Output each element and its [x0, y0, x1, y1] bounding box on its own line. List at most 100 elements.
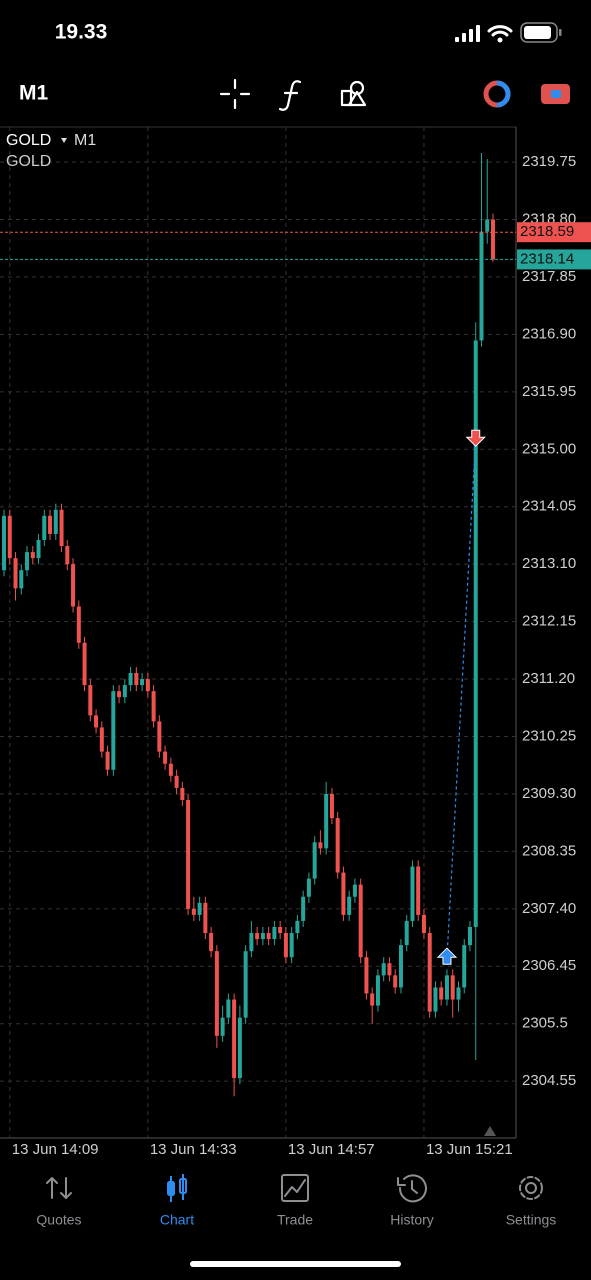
candle-body [462, 945, 467, 988]
x-tick-label: 13 Jun 14:33 [150, 1141, 237, 1158]
home-indicator [190, 1261, 401, 1267]
y-tick-label: 2307.40 [522, 900, 576, 917]
candle-body [467, 926, 472, 946]
candle-body [7, 515, 12, 559]
tab-label[interactable]: Settings [506, 1212, 557, 1228]
candle-body [30, 552, 35, 559]
y-tick-label: 2306.45 [522, 957, 576, 974]
candle-body [335, 818, 340, 873]
one-click-button[interactable] [541, 84, 570, 104]
settings-icon [519, 1176, 543, 1200]
candle-body [490, 219, 495, 260]
candle-body [140, 679, 145, 686]
y-tick-label: 2315.00 [522, 440, 576, 457]
candle-body [145, 679, 150, 692]
y-tick-label: 2310.25 [522, 727, 576, 744]
candle-body [375, 975, 380, 1006]
candle-body [163, 751, 168, 764]
candle-body [272, 926, 277, 940]
candle-body [53, 509, 58, 534]
chart-icon [167, 1174, 187, 1202]
candle-body [352, 884, 357, 897]
bid-label-box [517, 249, 591, 270]
candle-body [209, 933, 214, 952]
candle-body [186, 799, 191, 909]
x-tick-label: 13 Jun 14:57 [288, 1141, 375, 1158]
candle-body [329, 793, 334, 819]
status-time: 19.33 [55, 21, 108, 44]
candle-body [427, 933, 432, 1012]
trade-mode-button[interactable] [483, 80, 511, 108]
bid-label: 2318.14 [520, 250, 574, 267]
candle-body [283, 933, 288, 958]
y-tick-label: 2305.5 [522, 1015, 568, 1032]
x-tick-label: 13 Jun 14:09 [12, 1141, 99, 1158]
candle-body [237, 1017, 242, 1079]
tab-label[interactable]: History [390, 1212, 434, 1228]
chart-symbol: GOLD [6, 132, 51, 149]
candle-body [479, 231, 484, 341]
candle-body [117, 691, 122, 698]
candle-body [203, 902, 208, 934]
candle-body [301, 896, 306, 921]
y-tick-label: 2313.10 [522, 555, 576, 572]
candle-body [25, 552, 30, 571]
candle-body [180, 787, 185, 800]
candle-body [266, 933, 271, 940]
indicators-button[interactable] [278, 80, 302, 111]
candle-body [191, 908, 196, 915]
candle-body [398, 945, 403, 988]
candle-body [232, 999, 237, 1079]
x-tick-label: 13 Jun 15:21 [426, 1141, 513, 1158]
candle-body [421, 914, 426, 934]
tab-label[interactable]: Trade [277, 1212, 313, 1228]
candle-body [42, 515, 47, 540]
candle-body [151, 691, 156, 722]
candle-body [243, 951, 248, 1018]
candle-body [36, 539, 41, 559]
candle-body [48, 515, 53, 534]
candle-body [76, 606, 81, 643]
candle-body [157, 721, 162, 752]
y-tick-label: 2319.75 [522, 153, 576, 170]
y-tick-label: 2309.30 [522, 785, 576, 802]
candle-body [358, 884, 363, 958]
candle-body [260, 933, 265, 940]
candle-body [19, 570, 24, 589]
candle-body [324, 793, 329, 849]
candle-body [404, 920, 409, 946]
candle-body [174, 775, 179, 788]
candle-body [105, 751, 110, 770]
candle-body [341, 872, 346, 915]
buy-arrow [436, 947, 458, 965]
tab-label[interactable]: Chart [160, 1212, 194, 1228]
candle-body [387, 963, 392, 976]
candle-body [439, 987, 444, 1000]
shift-marker [484, 1126, 496, 1136]
y-tick-label: 2308.35 [522, 842, 576, 859]
y-tick-label: 2315.95 [522, 383, 576, 400]
candle-body [312, 842, 317, 879]
candle-body [364, 957, 369, 994]
candle-body [410, 866, 415, 921]
candle-body [65, 546, 70, 565]
quotes-icon [46, 1177, 72, 1199]
candle-body [393, 975, 398, 988]
tab-label[interactable]: Quotes [36, 1212, 81, 1228]
y-tick-label: 2317.85 [522, 268, 576, 285]
candle-body [168, 763, 173, 776]
trade-icon [281, 1174, 309, 1202]
chart-subtitle: GOLD [6, 153, 51, 170]
y-tick-label: 2312.15 [522, 613, 576, 630]
candle-body [306, 878, 311, 897]
candle-body [444, 975, 449, 1000]
candle-body [450, 975, 455, 1000]
trade-link [446, 437, 477, 958]
candle-body [289, 933, 294, 958]
crosshair-button[interactable] [219, 78, 251, 110]
dropdown-caret [61, 138, 67, 143]
timeframe-button[interactable]: M1 [19, 82, 48, 105]
objects-button[interactable] [340, 80, 367, 107]
status-icons [455, 22, 562, 43]
candle-body [295, 920, 300, 934]
